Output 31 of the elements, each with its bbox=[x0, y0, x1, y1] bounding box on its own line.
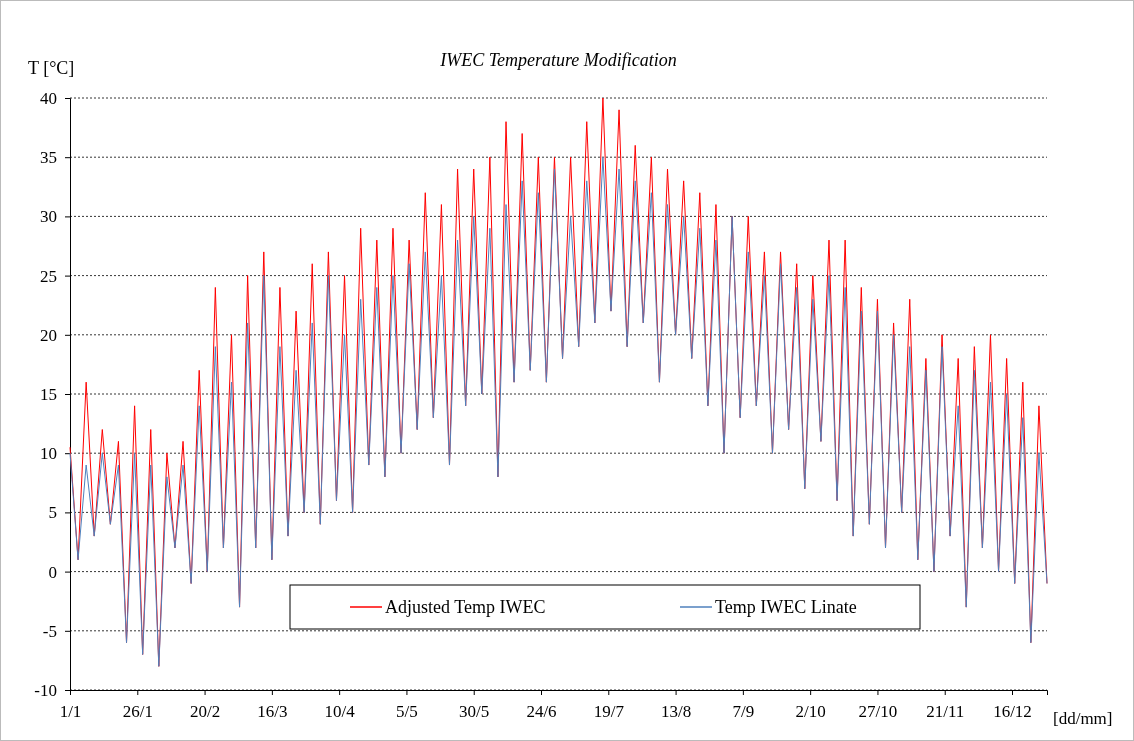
x-tick-label: 1/1 bbox=[59, 701, 82, 721]
y-tick-label: 30 bbox=[39, 207, 57, 227]
y-axis-title: T [°C] bbox=[28, 58, 75, 78]
legend-label: Temp IWEC Linate bbox=[715, 597, 857, 617]
y-tick-label: 15 bbox=[39, 384, 57, 404]
x-tick-label: 10/4 bbox=[324, 701, 356, 721]
x-tick-label: 16/3 bbox=[257, 701, 288, 721]
legend-label: Adjusted Temp IWEC bbox=[385, 597, 546, 617]
x-tick-label: 30/5 bbox=[459, 701, 490, 721]
x-tick-label: 5/5 bbox=[396, 701, 418, 721]
x-axis-title: [dd/mm] bbox=[1053, 709, 1113, 728]
x-tick-label: 24/6 bbox=[526, 701, 557, 721]
y-tick-label: 0 bbox=[48, 562, 57, 582]
y-tick-label: 40 bbox=[39, 88, 57, 108]
x-tick-label: 19/7 bbox=[593, 701, 625, 721]
y-tick-label: 25 bbox=[39, 266, 57, 286]
x-tick-label: 2/10 bbox=[795, 701, 826, 721]
chart-title: IWEC Temperature Modification bbox=[439, 50, 677, 70]
x-tick-label: 27/10 bbox=[858, 701, 898, 721]
y-tick-label: -10 bbox=[34, 680, 57, 700]
y-tick-label: 10 bbox=[39, 444, 57, 464]
y-tick-label: 5 bbox=[48, 503, 57, 523]
x-tick-label: 13/8 bbox=[660, 701, 692, 721]
x-tick-label: 26/1 bbox=[122, 701, 153, 721]
y-tick-label: -5 bbox=[42, 621, 57, 641]
x-tick-label: 21/11 bbox=[926, 701, 965, 721]
y-tick-label: 20 bbox=[39, 325, 57, 345]
y-tick-label: 35 bbox=[39, 148, 57, 168]
x-tick-label: 16/12 bbox=[993, 701, 1032, 721]
x-tick-label: 20/2 bbox=[189, 701, 221, 721]
x-tick-label: 7/9 bbox=[732, 701, 755, 721]
